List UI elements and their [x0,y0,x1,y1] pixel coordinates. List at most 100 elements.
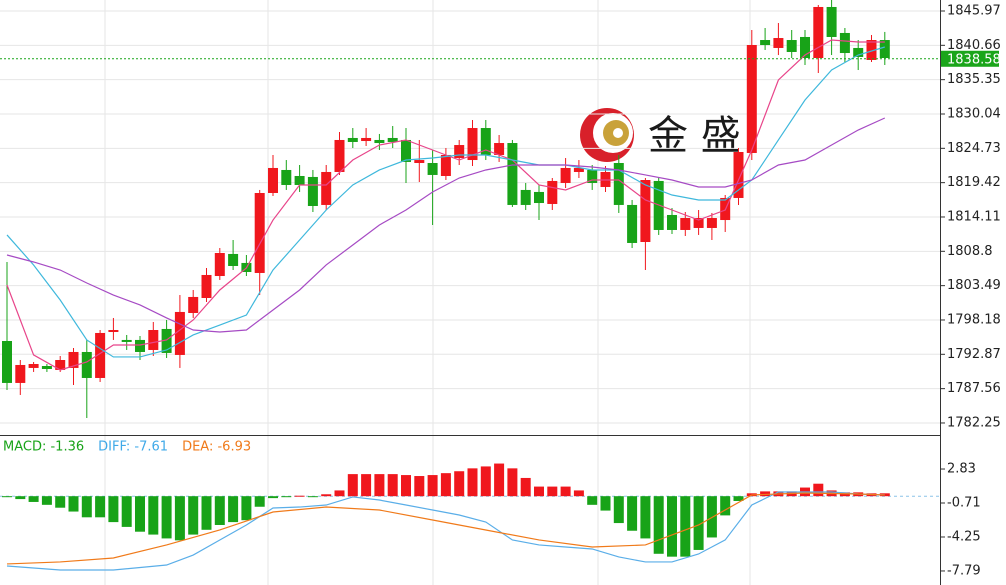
macd-bar [587,496,598,505]
macd-bar [680,496,691,557]
y-tick-label: -0.71 [947,496,981,511]
y-tick-label: -7.79 [947,563,981,578]
candle-body [148,330,159,350]
candle-body [800,36,810,58]
candle-body [161,328,172,353]
candle-body [334,139,345,172]
candle-body [454,145,465,159]
macd-bar [440,473,451,497]
macd-bar [361,474,372,497]
candle-body [507,143,518,205]
macd-bar [108,496,119,523]
candle-body [427,162,438,175]
candle-body [321,171,332,205]
candle-body [587,169,598,183]
y-tick-label: 1803.49 [947,278,1001,293]
macd-bar [55,496,66,508]
candle-body [135,339,145,352]
candle-body [68,351,79,368]
macd-bar [534,486,544,497]
candle-body [573,167,584,172]
macd-bar [268,496,278,499]
macd-bar [480,466,491,497]
candle-body [494,143,505,155]
macd-line [6,491,885,571]
candle-body [401,139,411,162]
macd-bar [387,474,398,497]
macd-bar [81,496,92,518]
macd-bar [813,483,824,497]
candle-body [746,45,757,153]
candle-body [281,169,292,185]
candle-body [294,175,305,185]
moving-average-line [6,39,885,371]
macd-bar [653,496,664,554]
logo: 金 盛 [580,108,741,162]
candle-body [55,360,66,370]
macd-bar [613,496,624,524]
y-tick-label: 1808.8 [947,244,993,259]
macd-bar [334,490,345,497]
y-tick-label: 1824.73 [947,141,1001,156]
candle-body [786,40,797,52]
macd-bar [401,475,411,497]
candle-body [108,330,119,333]
macd-bar [15,496,26,500]
y-tick-label: -4.25 [947,529,981,544]
y-tick-label: 1787.56 [947,381,1001,396]
candle-body [826,6,837,37]
macd-bar [547,486,558,497]
y-tick-label: 2.83 [947,462,976,477]
candle-body [174,311,185,355]
macd-bar [121,496,132,527]
logo-icon [613,128,623,138]
candle-body [347,137,358,142]
candle-body [201,274,212,298]
macd-bar [307,496,318,498]
macd-bar [174,496,185,541]
macd-bar [214,496,225,525]
candle-body [773,38,784,48]
macd-bar [507,468,518,497]
candle-body [613,162,624,205]
candle-body [680,218,691,230]
candle-body [520,189,531,205]
macd-bar [95,496,106,518]
candle-body [853,47,864,57]
candle-body [2,340,12,383]
candle-body [534,191,544,204]
candle-body [693,218,704,228]
macd-bar [427,475,438,497]
macd-bar [414,476,425,497]
moving-average-line [6,117,886,333]
macd-bar [494,463,505,497]
macd-bar [640,496,651,539]
macd-bar [148,496,159,535]
macd-bar [454,471,465,497]
candle-body [228,253,239,266]
legend-entry: MACD: -1.36 [3,440,84,455]
macd-bar [161,496,172,539]
legend-entry: DIFF: -7.61 [98,440,168,455]
macd-bar [560,486,571,497]
candle-body [414,160,425,163]
candle-body [547,180,558,204]
y-tick-label: 1814.11 [947,209,1001,224]
watermark: 金 盛 [648,113,741,159]
candle-body [813,6,824,58]
candle-body [307,176,318,206]
macd-bar [28,496,39,502]
y-tick-label: 1845.97 [947,3,1001,18]
last-price-box [941,50,999,67]
macd-bar [600,496,611,511]
macd-bar [627,496,638,531]
candle-body [706,218,717,228]
candle-body [440,154,451,176]
macd-bar [733,496,744,501]
candle-body [387,137,398,142]
candle-body [95,332,106,378]
candle-body [879,40,890,58]
macd-bar [374,474,385,497]
candle-body [866,40,877,60]
